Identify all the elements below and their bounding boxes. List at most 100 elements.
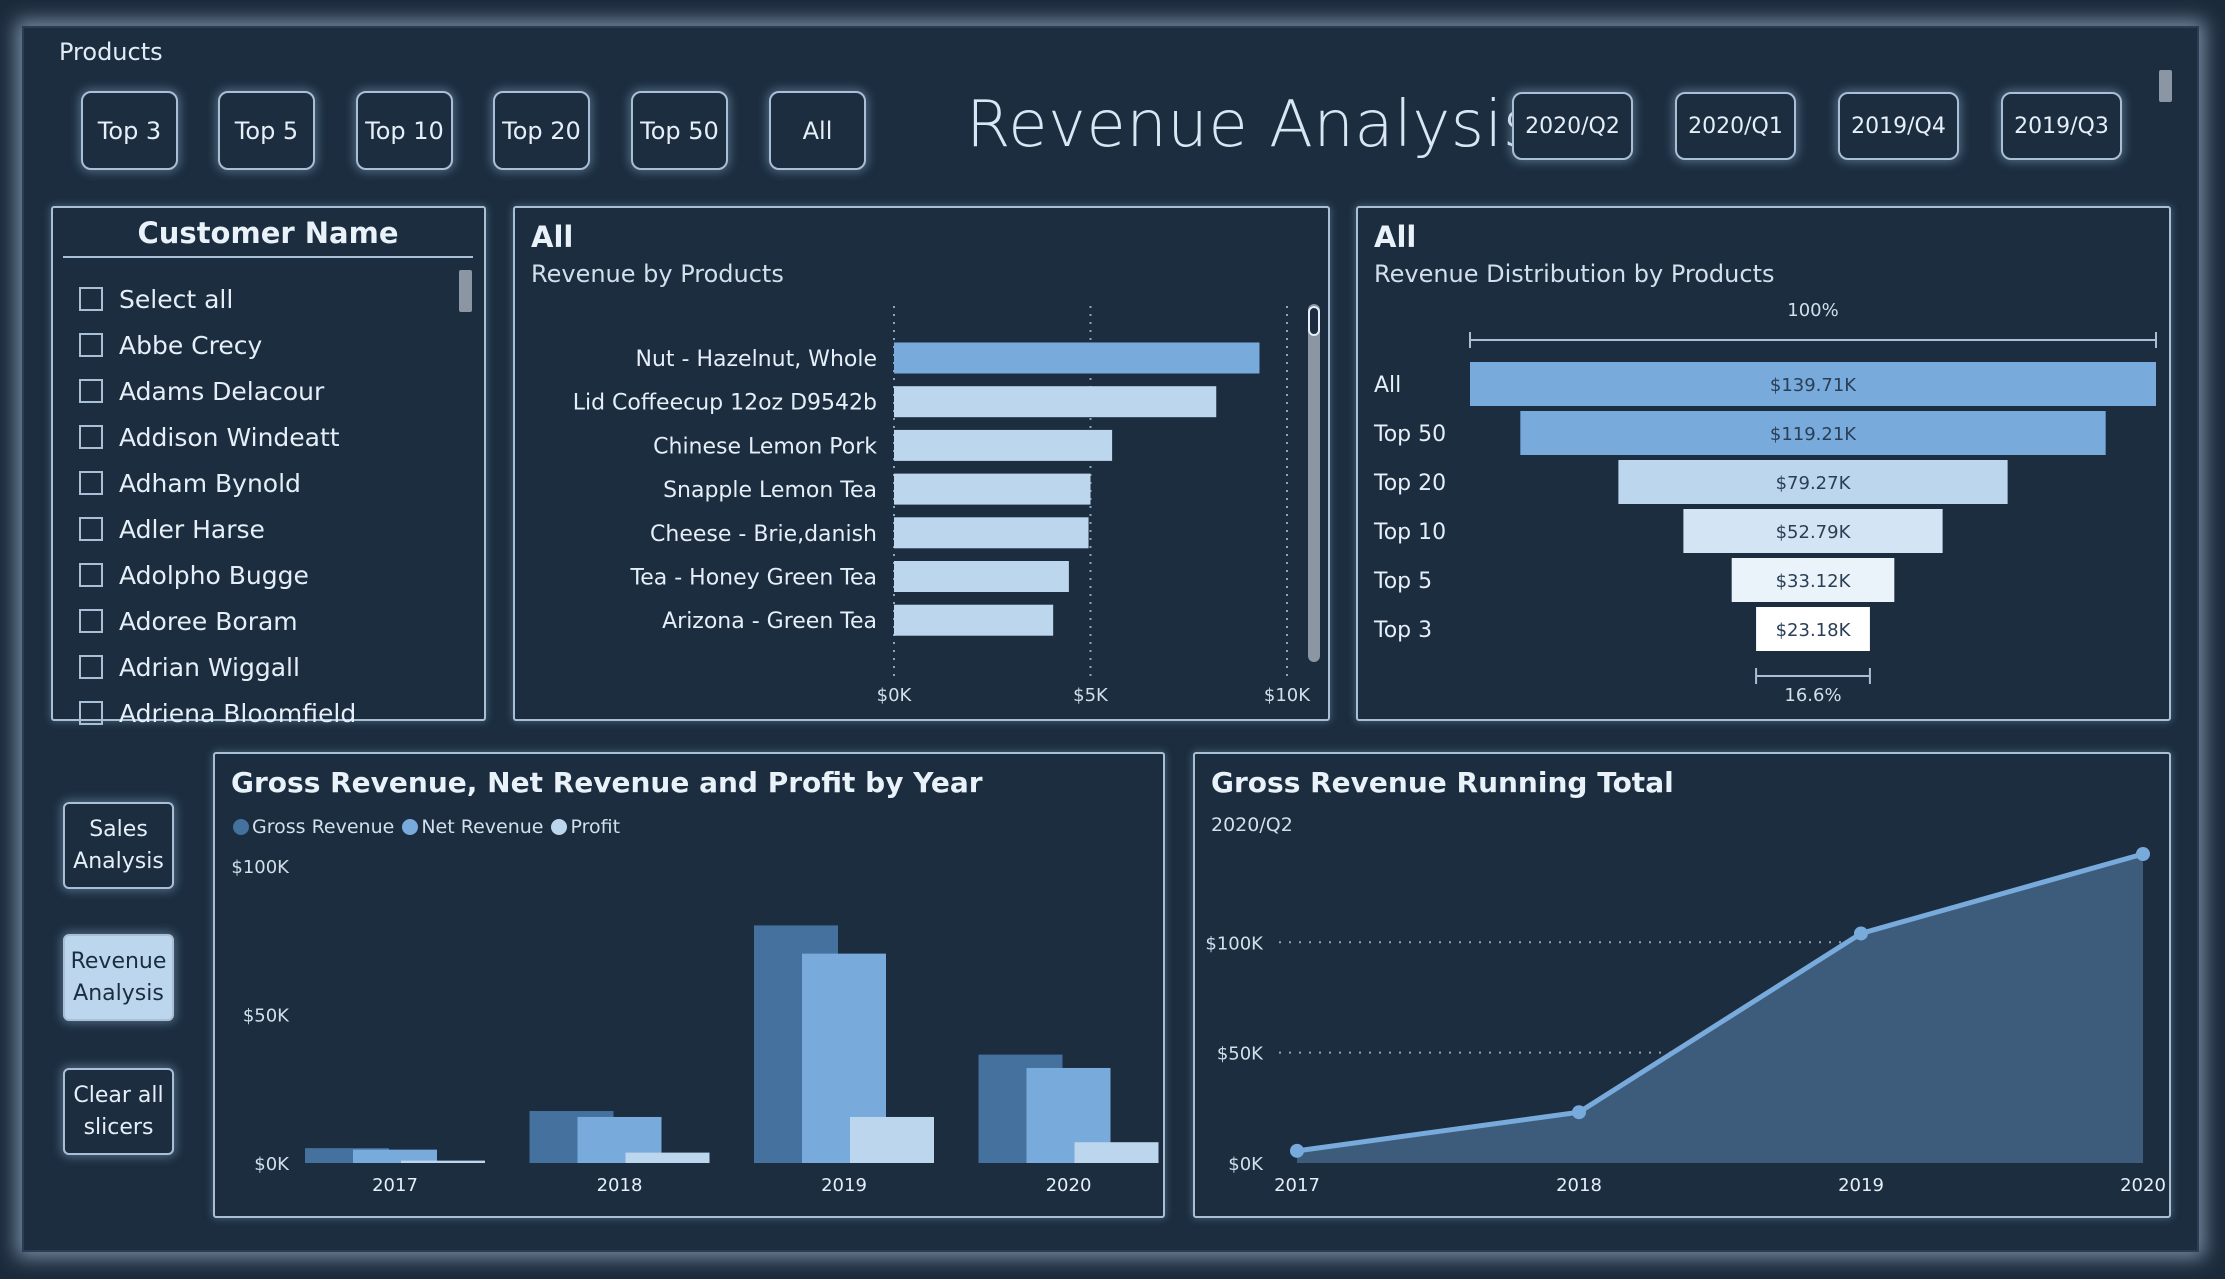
customer-name: Adolpho Bugge xyxy=(119,560,309,590)
customer-item[interactable]: Abbe Crecy xyxy=(79,322,459,368)
area-fill xyxy=(1297,854,2143,1163)
period-filter-button[interactable]: 2020/Q2 xyxy=(1512,92,1633,160)
data-point xyxy=(2136,847,2150,861)
revenue-by-products-chart: $0K $5K $10K Nut - Hazelnut, Whole Lid Coffe… xyxy=(573,306,1311,706)
x-tick-label: 2018 xyxy=(597,1175,643,1196)
period-filter-button[interactable]: 2019/Q4 xyxy=(1838,92,1959,160)
bar-chart-scroll-thumb[interactable] xyxy=(1308,306,1320,336)
column-panel-title: Gross Revenue, Net Revenue and Profit by… xyxy=(231,766,983,799)
period-filter-button[interactable]: 2020/Q1 xyxy=(1675,92,1796,160)
running-panel-title: Gross Revenue Running Total xyxy=(1211,766,1674,799)
column-bar xyxy=(850,1116,934,1163)
funnel-value-label: $52.79K xyxy=(1776,522,1852,543)
product-filter-button[interactable]: Top 5 xyxy=(218,91,315,170)
bar xyxy=(894,429,1113,461)
column-bar xyxy=(401,1160,485,1163)
customer-item[interactable]: Adams Delacour xyxy=(79,368,459,414)
products-label: Products xyxy=(59,38,163,66)
funnel-panel-subtitle: Revenue Distribution by Products xyxy=(1374,260,1775,288)
product-filter-button[interactable]: Top 10 xyxy=(356,91,453,170)
funnel-bar xyxy=(1756,607,1870,651)
x-tick-label: 2017 xyxy=(372,1175,418,1196)
customer-name: Select all xyxy=(119,284,234,314)
column-bar xyxy=(1074,1142,1159,1163)
checkbox[interactable] xyxy=(79,609,103,633)
revenue-analysis-button[interactable]: Revenue Analysis xyxy=(63,934,174,1021)
checkbox[interactable] xyxy=(79,471,103,495)
legend-label: Profit xyxy=(570,816,621,838)
customer-item[interactable]: Adolpho Bugge xyxy=(79,552,459,598)
column-chart-legend: Gross Revenue Net Revenue Profit xyxy=(233,816,628,839)
funnel-value-label: $23.18K xyxy=(1776,620,1852,641)
funnel-panel-title: All xyxy=(1374,220,1417,254)
y-tick-label: $0K xyxy=(1228,1154,1264,1175)
customer-name: Adler Harse xyxy=(119,514,265,544)
legend-marker xyxy=(233,819,249,835)
product-filter-button[interactable]: Top 20 xyxy=(493,91,590,170)
product-filter-button[interactable]: All xyxy=(769,91,866,170)
revenue-by-year-panel: Gross Revenue, Net Revenue and Profit by… xyxy=(213,752,1165,1218)
bar-chart-scrollbar[interactable] xyxy=(1308,304,1320,662)
legend-item[interactable]: Gross Revenue xyxy=(233,816,394,838)
bar xyxy=(894,604,1054,636)
checkbox[interactable] xyxy=(79,379,103,403)
x-tick-label: 2018 xyxy=(1556,1175,1602,1196)
x-tick-label: $10K xyxy=(1264,685,1311,706)
x-tick-label: $0K xyxy=(877,685,913,706)
customer-list-scrollbar[interactable] xyxy=(459,270,472,312)
customer-item[interactable]: Addison Windeatt xyxy=(79,414,459,460)
checkbox[interactable] xyxy=(79,425,103,449)
funnel-bottom-pct: 16.6% xyxy=(1784,685,1841,706)
product-filter-button[interactable]: Top 3 xyxy=(81,91,178,170)
legend-label: Net Revenue xyxy=(421,816,544,838)
bar xyxy=(894,386,1217,418)
checkbox[interactable] xyxy=(79,333,103,357)
customer-item[interactable]: Adler Harse xyxy=(79,506,459,552)
scrollbar[interactable] xyxy=(2159,70,2172,102)
running-total-chart: $0K $50K $100K 2017 2018 2019 2020 xyxy=(1205,847,2166,1196)
revenue-by-products-panel: All Revenue by Products $0K $5K $10K Nut - … xyxy=(513,206,1330,721)
customer-item[interactable]: Adham Bynold xyxy=(79,460,459,506)
customer-slicer-title: Customer Name xyxy=(63,216,473,258)
checkbox[interactable] xyxy=(79,287,103,311)
funnel-bar xyxy=(1683,509,1943,553)
legend-item[interactable]: Profit xyxy=(551,816,620,838)
checkbox[interactable] xyxy=(79,655,103,679)
legend-marker xyxy=(402,819,419,835)
running-total-panel: Gross Revenue Running Total 2020/Q2 $0K $… xyxy=(1193,752,2171,1218)
funnel-category-label: All xyxy=(1374,373,1401,398)
running-panel-subtitle: 2020/Q2 xyxy=(1211,814,1293,836)
legend-item[interactable]: Net Revenue xyxy=(402,816,543,838)
customer-name: Adrian Wiggall xyxy=(119,652,300,682)
funnel-category-label: Top 50 xyxy=(1373,422,1446,447)
funnel-bar xyxy=(1618,460,2008,504)
x-tick-label: 2017 xyxy=(1274,1175,1320,1196)
legend-marker xyxy=(551,819,568,835)
sales-analysis-button[interactable]: Sales Analysis xyxy=(63,802,174,889)
x-tick-label: 2019 xyxy=(821,1175,867,1196)
customer-item[interactable]: Adoree Boram xyxy=(79,598,459,644)
funnel-top-pct: 100% xyxy=(1787,300,1838,321)
category-label: Lid Coffeecup 12oz D9542b xyxy=(573,391,877,416)
column-bar xyxy=(353,1149,437,1163)
clear-slicers-button[interactable]: Clear all slicers xyxy=(63,1068,174,1155)
product-filter-button[interactable]: Top 50 xyxy=(631,91,728,170)
funnel-category-label: Top 5 xyxy=(1373,569,1432,594)
series-line xyxy=(1296,851,2144,1154)
period-filter-button[interactable]: 2019/Q3 xyxy=(2001,92,2122,160)
bar xyxy=(894,517,1089,549)
customer-item[interactable]: Adriena Bloomfield xyxy=(79,690,459,736)
revenue-distribution-chart: 100% $139.71K All $119.21K Top 50 $79.27K Top … xyxy=(1373,300,2157,706)
revenue-distribution-panel: All Revenue Distribution by Products 100… xyxy=(1356,206,2171,721)
checkbox[interactable] xyxy=(79,701,103,725)
checkbox[interactable] xyxy=(79,517,103,541)
category-label: Snapple Lemon Tea xyxy=(663,478,877,503)
funnel-value-label: $139.71K xyxy=(1770,375,1857,396)
funnel-bar xyxy=(1520,411,2106,455)
customer-item[interactable]: Adrian Wiggall xyxy=(79,644,459,690)
y-tick-label: $50K xyxy=(1217,1044,1264,1065)
funnel-bar xyxy=(1731,558,1895,602)
customer-item[interactable]: Select all xyxy=(79,276,459,322)
y-tick-label: $0K xyxy=(254,1154,290,1175)
checkbox[interactable] xyxy=(79,563,103,587)
